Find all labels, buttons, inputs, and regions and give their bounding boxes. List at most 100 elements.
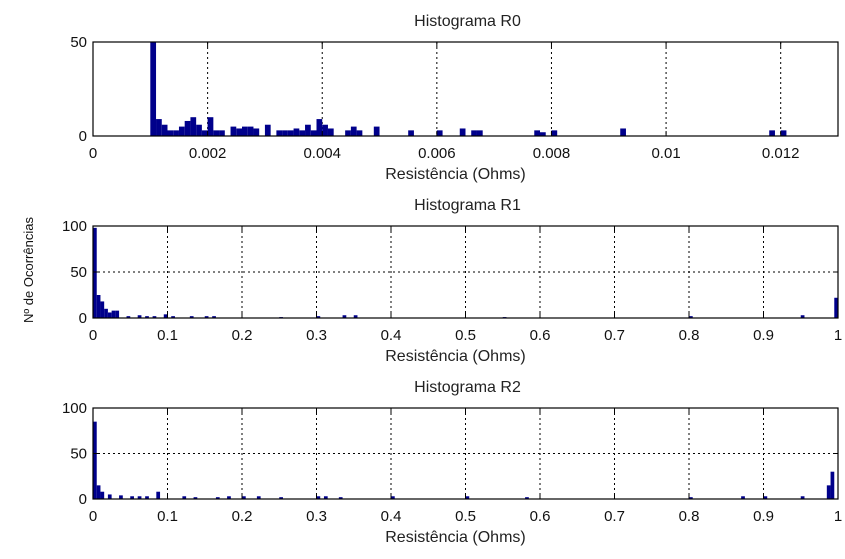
histogram-bar [276,130,282,136]
histogram-bar [168,130,174,136]
histogram-bar [437,130,443,136]
x-tick-label: 0.4 [381,508,402,525]
x-tick-label: 0.6 [530,327,551,344]
histogram-bar [97,485,101,499]
histogram-bar [265,125,271,136]
histogram-bar [115,311,119,318]
histogram-bar [156,119,162,136]
histogram-bar [317,119,323,136]
x-axis-label: Resistência (Ohms) [385,348,525,365]
histogram-bar [534,130,540,136]
histogram-bar [208,117,214,136]
histogram-bar [213,130,219,136]
histogram-bar [299,130,305,136]
x-tick-label: 0.7 [604,327,625,344]
y-tick-label: 100 [62,400,87,417]
histogram-bar [827,485,831,499]
histogram-bar [190,117,196,136]
histogram-bar [100,492,104,499]
histogram-bar [294,128,300,136]
y-tick-label: 0 [79,128,87,145]
x-tick-label: 0.9 [753,508,774,525]
axes-frame [93,42,838,136]
x-tick-label: 0.5 [455,327,476,344]
histogram-bar [100,301,104,318]
histogram-bar [253,128,259,136]
x-tick-label: 0.004 [303,145,341,162]
histogram-bar [345,130,351,136]
histogram-bar [282,130,288,136]
histogram-bar [477,130,483,136]
histogram-bar [173,130,179,136]
x-tick-label: 0.2 [232,508,253,525]
x-tick-label: 0.7 [604,508,625,525]
histogram-panel-1: 0 0.1 0.2 0.3 0.4 0.5 0.6 0.7 0.8 0.9 1 0 50 100 Histo… [62,197,842,365]
y-tick-label: 100 [62,218,87,235]
histogram-bar [196,125,202,136]
y-tick-label: 50 [70,446,87,463]
histogram-bar [781,130,787,136]
y-tick-label: 0 [79,491,87,508]
x-tick-label: 0.002 [189,145,227,162]
x-tick-label: 0.01 [651,145,680,162]
histogram-bar [311,130,317,136]
histogram-bar [305,125,311,136]
x-tick-label: 0 [89,145,97,162]
histogram-bar [328,128,334,136]
histogram-bar [231,127,237,136]
x-tick-label: 1 [834,508,842,525]
histogram-bar [108,312,112,318]
histogram-bar [831,472,835,499]
x-axis-label: Resistência (Ohms) [385,166,525,183]
histogram-bar [471,130,477,136]
histogram-bar [104,309,108,318]
x-tick-label: 1 [834,327,842,344]
x-tick-label: 0.012 [762,145,800,162]
histogram-bar [112,311,116,318]
histogram-bar [108,494,112,499]
histogram-bar [620,128,626,136]
chart-title: Histograma R1 [414,197,521,214]
histogram-panels: 0 0.002 0.004 0.006 0.008 0.01 0.012 0 50 Histogr… [62,13,842,546]
chart-title: Histograma R0 [414,13,521,30]
histogram-bar [460,128,466,136]
histogram-bar [551,130,557,136]
x-tick-label: 0.2 [232,327,253,344]
x-tick-label: 0.6 [530,508,551,525]
histogram-bar [357,130,363,136]
histogram-bar [322,125,328,136]
x-tick-label: 0.3 [306,508,327,525]
histogram-bar [162,125,168,136]
histogram-bar [248,127,254,136]
histogram-bar [219,130,225,136]
histogram-bar [242,127,248,136]
histogram-bar [179,127,185,136]
x-tick-label: 0.006 [418,145,456,162]
histogram-bar [408,130,414,136]
x-tick-label: 0.008 [533,145,571,162]
y-tick-label: 50 [70,264,87,281]
histogram-bar [150,42,156,136]
histogram-bar [156,492,160,499]
x-tick-label: 0.5 [455,508,476,525]
histogram-bar [769,130,775,136]
x-tick-label: 0.4 [381,327,402,344]
y-tick-label: 50 [70,34,87,51]
histogram-bar [97,295,101,318]
x-tick-label: 0.8 [679,327,700,344]
x-tick-label: 0.1 [157,327,178,344]
x-tick-label: 0.9 [753,327,774,344]
x-tick-label: 0.8 [679,508,700,525]
x-tick-label: 0 [89,327,97,344]
x-tick-label: 0.1 [157,508,178,525]
histogram-panel-2: 0 0.1 0.2 0.3 0.4 0.5 0.6 0.7 0.8 0.9 1 0 50 100 Histo… [62,379,842,546]
x-tick-label: 0 [89,508,97,525]
histogram-bar [185,121,191,136]
figure-y-axis-label: Nº de Ocorrências [21,217,36,323]
x-tick-label: 0.3 [306,327,327,344]
histogram-bar [288,130,294,136]
chart-title: Histograma R2 [414,379,521,396]
histogram-bar [202,130,208,136]
y-tick-label: 0 [79,310,87,327]
